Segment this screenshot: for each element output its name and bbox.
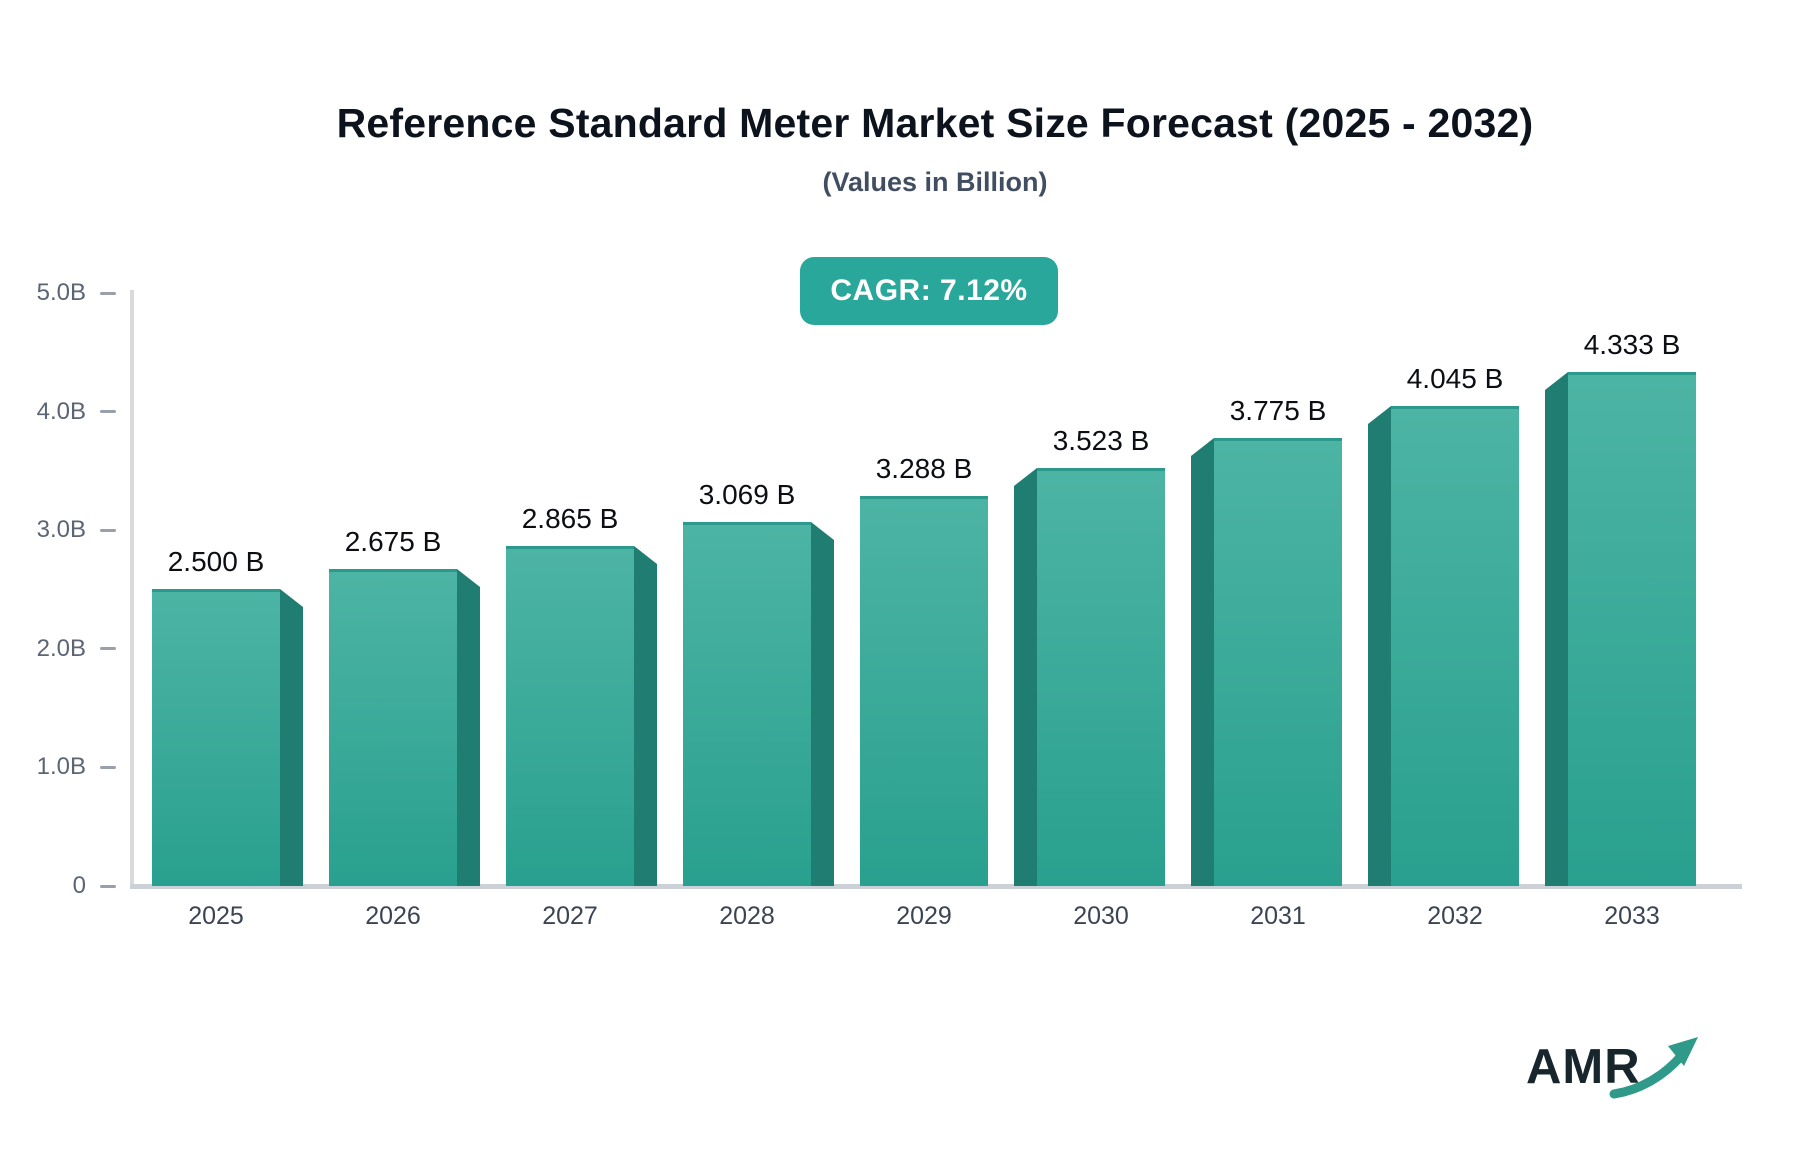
bar-2027: [506, 546, 634, 886]
x-axis-label-2025: 2025: [188, 902, 244, 930]
bar-side-face-2033: [1545, 372, 1568, 886]
bar-value-label-2026: 2.675 B: [344, 526, 442, 557]
y-tick-label: 3.0B: [36, 516, 86, 544]
bar-side-face-2028: [811, 522, 834, 886]
y-tick-label: 0: [72, 872, 86, 899]
y-tick-dash: [100, 291, 116, 295]
bar-2032: [1391, 406, 1519, 886]
amr-logo-arrowhead-icon: [1668, 1037, 1698, 1066]
chart-header: Reference Standard Meter Market Size For…: [70, 0, 1800, 198]
bar-2033: [1568, 372, 1696, 886]
y-tick-dash: [100, 884, 116, 888]
x-axis-label-2026: 2026: [365, 902, 421, 930]
chart-subtitle: (Values in Billion): [822, 167, 1048, 197]
y-tick-dash: [100, 647, 116, 651]
y-tick-dash: [100, 528, 116, 532]
bar-side-face-2025: [280, 589, 303, 886]
bar-side-face-2031: [1191, 438, 1214, 886]
bar-side-face-2026: [457, 569, 480, 886]
bar-2030: [1037, 468, 1165, 886]
bar-side-face-2027: [634, 546, 657, 886]
amr-logo: AMR: [1526, 1037, 1698, 1099]
bar-value-label-2028: 3.069 B: [698, 479, 796, 510]
cagr-badge-label: CAGR: 7.12%: [830, 274, 1028, 307]
x-axis-label-2031: 2031: [1250, 902, 1306, 930]
chart-title: Reference Standard Meter Market Size For…: [336, 100, 1534, 146]
y-tick-label: 1.0B: [36, 753, 86, 781]
bar-value-label-2031: 3.775 B: [1229, 395, 1327, 426]
bar-2025: [152, 589, 280, 886]
x-axis-label-2032: 2032: [1427, 902, 1483, 930]
x-axis-baseline: [130, 884, 1742, 889]
bar-2026: [329, 569, 457, 886]
x-axis-label-2028: 2028: [719, 902, 775, 930]
bar-2029: [860, 496, 988, 886]
y-tick-label: 4.0B: [36, 397, 86, 425]
y-tick-label: 5.0B: [36, 279, 86, 306]
x-axis-label-2029: 2029: [896, 902, 952, 930]
y-tick-dash: [100, 765, 116, 769]
cagr-badge: CAGR: 7.12%: [800, 257, 1058, 325]
bar-side-face-2030: [1014, 468, 1037, 886]
bar-value-label-2032: 4.045 B: [1406, 363, 1504, 394]
bar-side-face-2032: [1368, 406, 1391, 886]
y-axis-line: [130, 290, 134, 886]
amr-logo-arrow-icon: [1609, 1050, 1687, 1099]
bar-value-label-2033: 4.333 B: [1583, 329, 1681, 360]
y-tick-label: 2.0B: [36, 634, 86, 662]
x-axis-label-2027: 2027: [542, 902, 598, 930]
bar-value-label-2027: 2.865 B: [521, 503, 619, 534]
bar-value-label-2030: 3.523 B: [1052, 425, 1150, 456]
bar-value-label-2025: 2.500 B: [167, 546, 265, 577]
bar-value-label-2029: 3.288 B: [875, 453, 973, 484]
bar-2028: [683, 522, 811, 886]
y-tick-dash: [100, 410, 116, 414]
x-axis-label-2030: 2030: [1073, 902, 1129, 930]
bar-2031: [1214, 438, 1342, 886]
amr-logo-text: AMR: [1526, 1040, 1641, 1094]
x-axis-label-2033: 2033: [1604, 902, 1660, 930]
